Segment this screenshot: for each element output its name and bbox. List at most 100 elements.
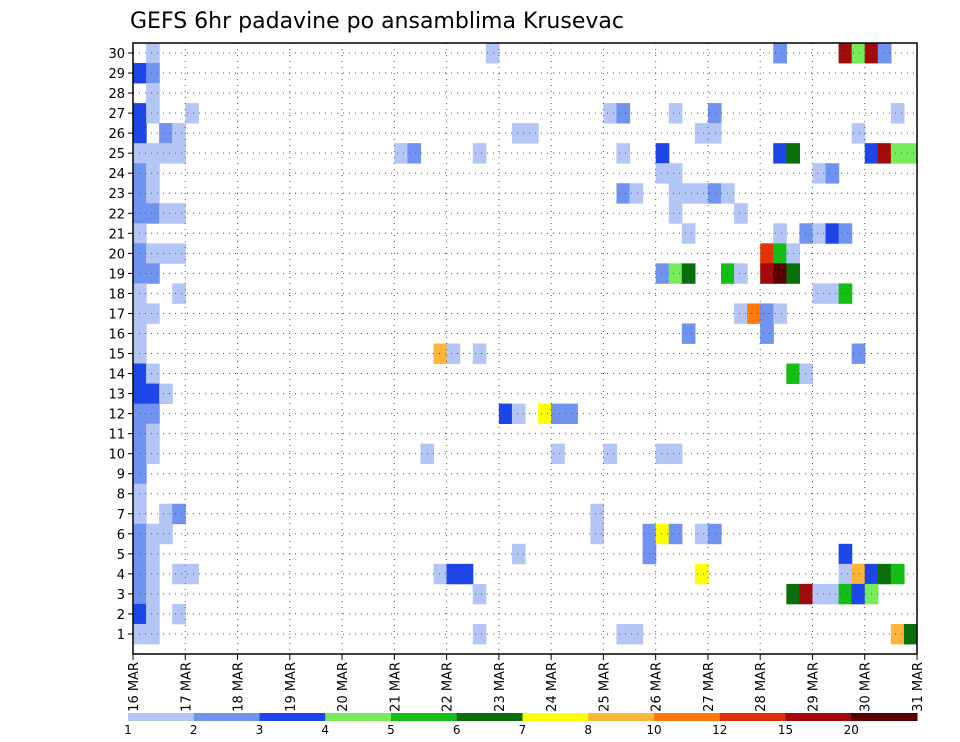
heatmap-cell: [681, 263, 696, 284]
y-tick-label: 11: [108, 428, 125, 443]
heatmap-cell: [172, 503, 186, 525]
colorbar-swatch: [391, 713, 458, 721]
heatmap-cell: [838, 563, 853, 585]
y-tick-label: 19: [108, 267, 125, 282]
heatmap-cell: [590, 523, 604, 545]
heatmap-cell: [146, 543, 160, 565]
heatmap-cell: [146, 603, 160, 625]
heatmap-cell: [760, 323, 774, 344]
y-tick-label: 24: [108, 167, 125, 182]
heatmap-cell: [146, 263, 160, 284]
heatmap-cell: [433, 563, 448, 585]
heatmap-cell: [485, 43, 500, 64]
heatmap-cell: [877, 563, 892, 585]
heatmap-cell: [812, 583, 827, 605]
heatmap-cell: [172, 123, 186, 144]
heatmap-cell: [629, 623, 644, 645]
y-tick-label: 5: [117, 548, 125, 563]
heatmap-cell: [851, 123, 866, 144]
heatmap-cell: [655, 263, 670, 284]
heatmap-cell: [459, 563, 474, 585]
heatmap-cell: [851, 583, 866, 605]
heatmap-cell: [185, 563, 199, 585]
heatmap-cell: [146, 203, 160, 224]
y-tick-label: 28: [108, 87, 125, 102]
y-tick-label: 3: [117, 588, 125, 603]
heatmap-cell: [159, 503, 173, 525]
heatmap-cell: [551, 443, 565, 465]
y-tick-label: 9: [117, 468, 125, 483]
heatmap-cell: [146, 83, 160, 104]
x-tick-label: 24 MAR: [545, 662, 560, 712]
x-tick-label: 26 MAR: [650, 662, 665, 712]
heatmap-cell: [172, 563, 186, 585]
heatmap-cell: [159, 243, 173, 264]
colorbar-label: 6: [453, 723, 461, 737]
y-tick-label: 6: [117, 528, 125, 543]
heatmap-cell: [146, 443, 160, 465]
heatmap-cell: [838, 543, 853, 565]
heatmap-cell: [799, 583, 814, 605]
y-tick-label: 27: [108, 107, 125, 122]
colorbar-swatch: [851, 713, 918, 721]
colorbar-label: 7: [519, 723, 527, 737]
heatmap-cell: [655, 143, 670, 164]
y-tick-label: 7: [117, 508, 125, 523]
heatmap-cell: [668, 163, 683, 184]
heatmap-cell: [668, 203, 683, 224]
heatmap-cell: [681, 183, 696, 204]
heatmap-cell: [773, 223, 787, 244]
heatmap-cell: [603, 443, 618, 465]
heatmap-cell: [146, 623, 160, 645]
heatmap-cell: [146, 363, 160, 384]
heatmap-cell: [773, 143, 787, 164]
heatmap-cell: [668, 183, 683, 204]
colorbar-swatch: [588, 713, 655, 721]
heatmap-cell: [172, 143, 186, 164]
heatmap-cell: [172, 283, 186, 304]
y-tick-label: 29: [108, 67, 125, 82]
heatmap-cell: [668, 263, 683, 284]
colorbar-swatch: [456, 713, 523, 721]
y-tick-label: 26: [108, 127, 125, 142]
y-tick-label: 30: [108, 47, 125, 62]
heatmap-cell: [903, 623, 918, 645]
heatmap-cell: [590, 503, 604, 525]
heatmap-cell: [734, 263, 748, 284]
heatmap-cell: [825, 583, 840, 605]
y-tick-label: 22: [108, 207, 125, 222]
x-tick-label: 20 MAR: [336, 662, 351, 712]
heatmap-cell: [525, 123, 539, 144]
heatmap-cell: [551, 403, 565, 425]
colorbar-label: 10: [646, 723, 661, 737]
heatmap-cell: [446, 563, 461, 585]
heatmap-cell: [694, 183, 709, 204]
y-tick-label: 14: [108, 368, 125, 383]
heatmap-cell: [825, 163, 840, 184]
colorbar-swatch: [193, 713, 260, 721]
heatmap-cell: [747, 303, 761, 324]
heatmap-cell: [407, 143, 422, 164]
heatmap-cell: [472, 143, 487, 164]
heatmap-cell: [172, 203, 186, 224]
heatmap-cell: [681, 323, 696, 344]
y-tick-label: 15: [108, 348, 125, 363]
heatmap-cell: [838, 583, 853, 605]
heatmap-cell: [146, 183, 160, 204]
y-tick-label: 16: [108, 327, 125, 342]
heatmap-cell: [472, 623, 487, 645]
heatmap-cell: [146, 563, 160, 585]
heatmap-cell: [603, 103, 618, 124]
heatmap-cell: [799, 223, 814, 244]
heatmap-cell: [825, 223, 840, 244]
heatmap-cell: [825, 283, 840, 304]
heatmap-cell: [655, 163, 670, 184]
heatmap-cell: [146, 63, 160, 84]
colorbar-label: 12: [712, 723, 727, 737]
colorbar-swatch: [128, 713, 195, 721]
heatmap-cell: [707, 523, 722, 545]
heatmap-cell: [146, 303, 160, 324]
heatmap-cell: [146, 403, 160, 425]
colorbar-swatch: [522, 713, 589, 721]
heatmap-cell: [694, 523, 709, 545]
